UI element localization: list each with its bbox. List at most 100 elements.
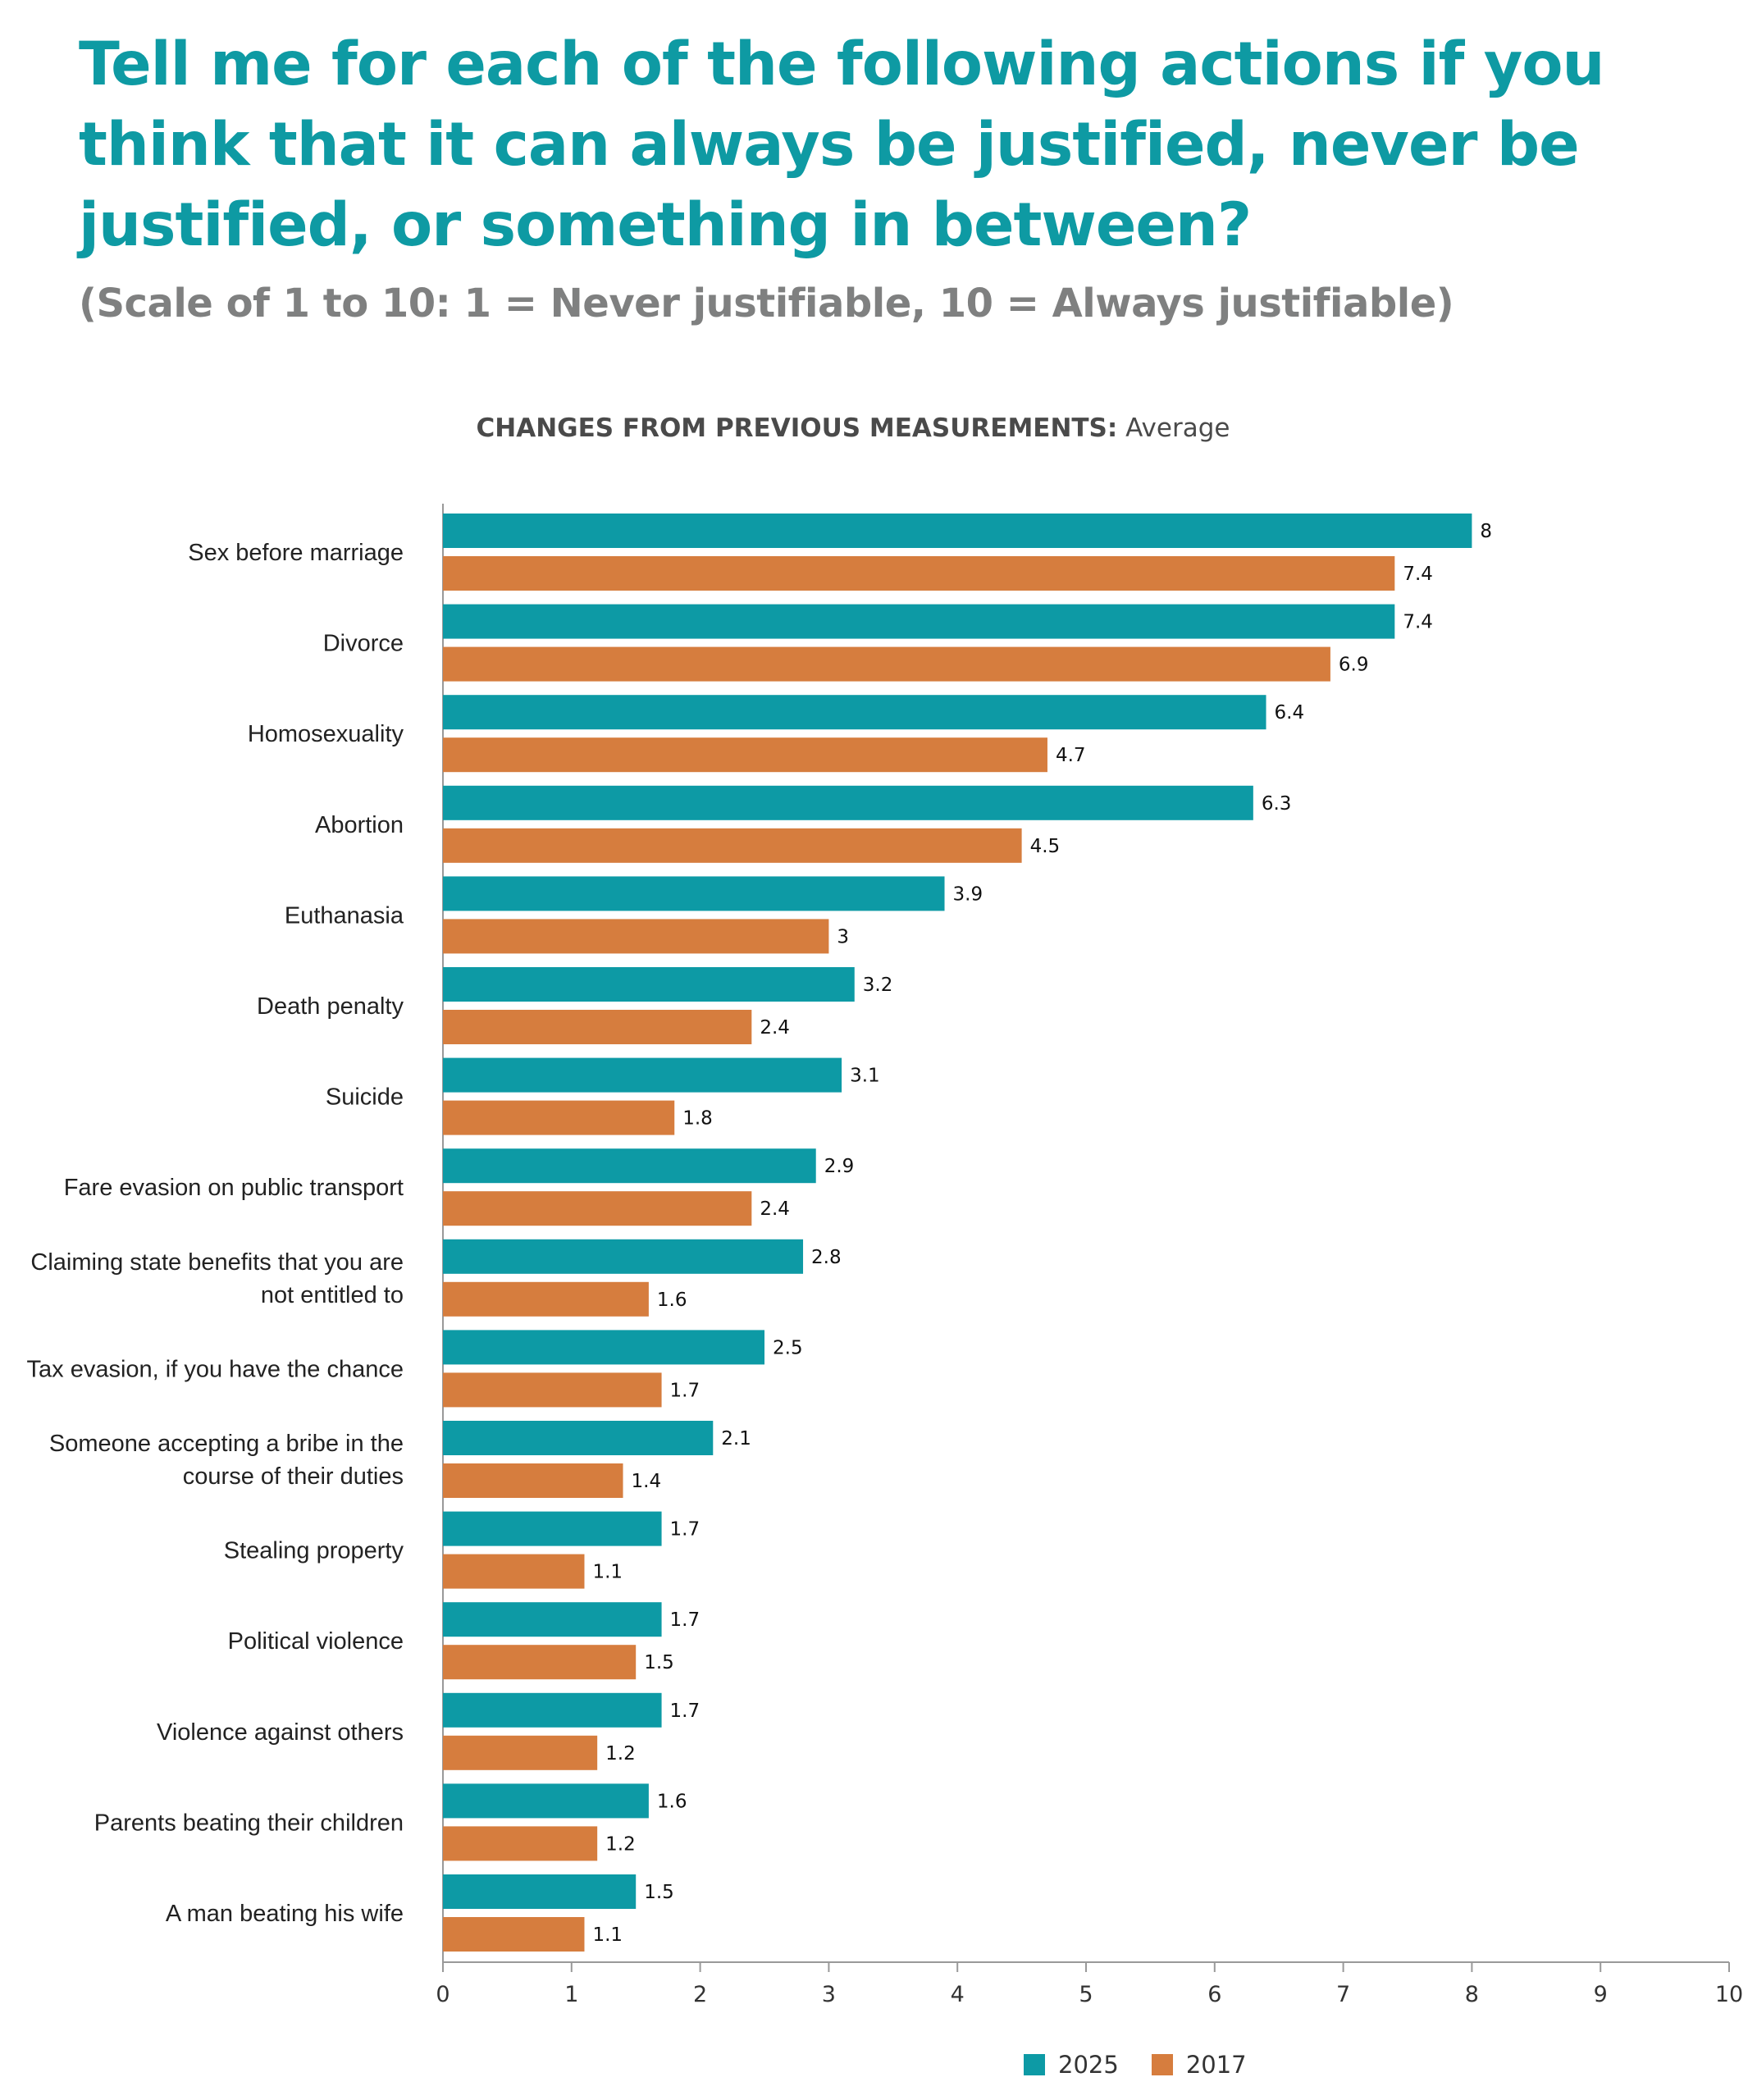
legend-label-2025: 2025 <box>1058 2051 1119 2079</box>
category-label: not entitled to <box>261 1282 404 1308</box>
category-label: Death penalty <box>257 993 404 1020</box>
category-label: course of their duties <box>183 1463 404 1490</box>
category-label: Someone accepting a bribe in the <box>49 1431 404 1457</box>
bar-2025 <box>443 1511 662 1546</box>
data-label-2017: 4.5 <box>1030 836 1061 857</box>
bar-2025 <box>443 1148 816 1184</box>
data-label-2025: 2.5 <box>773 1337 803 1358</box>
data-label-2017: 2.4 <box>760 1017 790 1039</box>
bar-2025 <box>443 785 1253 820</box>
data-label-2017: 1.5 <box>644 1652 674 1673</box>
data-label-2025: 7.4 <box>1403 612 1433 633</box>
bar-2025 <box>443 1239 804 1274</box>
data-label-2017: 1.1 <box>592 1562 623 1583</box>
category-label: Sex before marriage <box>188 540 404 566</box>
data-label-2017: 1.6 <box>657 1290 687 1311</box>
category-label: Divorce <box>323 631 404 657</box>
bar-2017 <box>443 828 1022 863</box>
category-label: Claiming state benefits that you are <box>30 1249 404 1276</box>
data-label-2017: 3 <box>837 926 849 947</box>
data-label-2025: 1.7 <box>670 1609 701 1631</box>
category-label: A man beating his wife <box>166 1901 404 1927</box>
data-label-2017: 6.9 <box>1339 655 1369 676</box>
category-label: Fare evasion on public transport <box>64 1175 404 1201</box>
category-label: Political violence <box>228 1628 404 1655</box>
x-tick-label: 4 <box>951 1982 965 2007</box>
category-label: Tax evasion, if you have the chance <box>27 1356 404 1382</box>
data-label-2017: 4.7 <box>1056 745 1086 766</box>
bar-2025 <box>443 604 1395 639</box>
bar-2017 <box>443 1917 585 1952</box>
x-tick-label: 7 <box>1336 1982 1350 2007</box>
bar-2017 <box>443 737 1047 773</box>
data-label-2025: 6.4 <box>1275 702 1305 724</box>
category-label: Homosexuality <box>248 721 404 747</box>
data-label-2025: 3.9 <box>953 883 983 905</box>
bar-2025 <box>443 1057 842 1093</box>
x-tick-label: 5 <box>1079 1982 1093 2007</box>
bar-2017 <box>443 1010 752 1044</box>
data-label-2017: 2.4 <box>760 1198 790 1220</box>
data-label-2025: 8 <box>1480 521 1492 542</box>
data-label-2025: 1.6 <box>657 1791 687 1812</box>
data-label-2025: 2.9 <box>824 1156 855 1177</box>
data-label-2017: 1.8 <box>682 1108 713 1130</box>
bar-2017 <box>443 919 829 954</box>
data-label-2025: 2.8 <box>811 1247 842 1268</box>
data-label-2017: 1.7 <box>670 1380 701 1401</box>
x-tick-label: 1 <box>564 1982 578 2007</box>
data-label-2017: 1.4 <box>632 1471 662 1492</box>
bar-chart: 0 1 2 3 4 5 6 7 8 9 10 8 7.4 Sex before marriage 7.4 6.… <box>27 504 1743 2007</box>
legend-swatch-2025 <box>1024 2054 1045 2075</box>
data-label-2017: 1.2 <box>605 1743 636 1764</box>
category-label: Euthanasia <box>285 902 404 929</box>
legend-item-2025: 2025 <box>1024 2051 1119 2079</box>
bar-2017 <box>443 1191 752 1226</box>
data-label-2025: 2.1 <box>721 1428 751 1449</box>
x-tick-label: 9 <box>1594 1982 1608 2007</box>
chart-title-heading: Tell me for each of the following action… <box>79 30 1604 260</box>
data-label-2025: 1.7 <box>670 1519 701 1541</box>
x-tick-label: 10 <box>1715 1982 1743 2007</box>
category-label: Parents beating their children <box>94 1810 404 1836</box>
data-label-2025: 3.1 <box>850 1066 880 1087</box>
x-tick-label: 8 <box>1465 1982 1479 2007</box>
legend: 2025 2017 <box>1024 2051 1280 2079</box>
bar-2025 <box>443 967 855 1002</box>
bar-2025 <box>443 1602 662 1637</box>
x-tick-label: 3 <box>822 1982 836 2007</box>
legend-item-2017: 2017 <box>1151 2051 1247 2079</box>
data-label-2025: 6.3 <box>1262 793 1292 815</box>
data-label-2017: 1.2 <box>605 1833 636 1855</box>
chart-heading: CHANGES FROM PREVIOUS MEASUREMENTS: Aver… <box>0 412 1706 445</box>
chart-heading-bold: CHANGES FROM PREVIOUS MEASUREMENTS: <box>476 413 1118 443</box>
legend-label-2017: 2017 <box>1185 2051 1247 2079</box>
category-label: Violence against others <box>157 1719 404 1746</box>
bar-2017 <box>443 1554 585 1589</box>
category-label: Abortion <box>315 812 404 838</box>
bar-2017 <box>443 1281 649 1317</box>
bar-2025 <box>443 1783 649 1819</box>
bar-2025 <box>443 695 1266 730</box>
bar-2017 <box>443 1735 598 1770</box>
bar-2025 <box>443 1874 637 1909</box>
bar-2017 <box>443 1826 598 1861</box>
x-tick-label: 2 <box>693 1982 707 2007</box>
bar-2017 <box>443 556 1395 591</box>
chart-subtitle: (Scale of 1 to 10: 1 = Never justifiable… <box>79 281 1454 326</box>
data-label-2025: 1.5 <box>644 1882 674 1903</box>
bar-2017 <box>443 1645 637 1680</box>
category-label: Stealing property <box>224 1538 404 1564</box>
legend-swatch-2017 <box>1151 2054 1173 2075</box>
data-label-2017: 7.4 <box>1403 564 1433 585</box>
x-tick-label: 6 <box>1207 1982 1221 2007</box>
bar-2025 <box>443 1692 662 1728</box>
category-label: Suicide <box>326 1084 404 1111</box>
bar-2025 <box>443 1330 764 1365</box>
data-label-2025: 3.2 <box>863 975 893 996</box>
data-label-2025: 1.7 <box>670 1701 701 1722</box>
bar-2025 <box>443 514 1472 548</box>
bar-2025 <box>443 876 945 911</box>
chart-heading-normal: Average <box>1125 413 1230 443</box>
bar-2025 <box>443 1421 714 1455</box>
